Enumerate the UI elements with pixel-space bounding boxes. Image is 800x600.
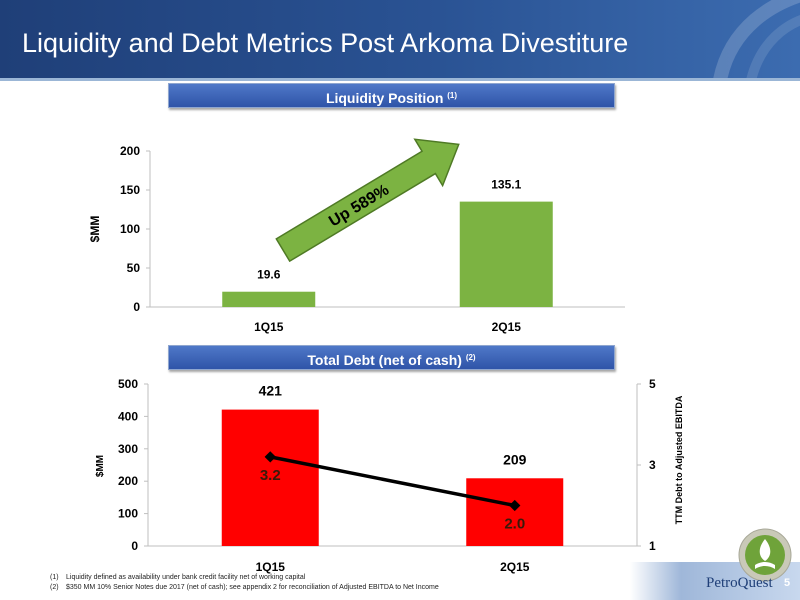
footnote-2-text: $350 MM 10% Senior Notes due 2017 (net o… [66,584,439,591]
ttm-ratio-label-2Q15: 2.0 [504,516,525,533]
debt-x-tick-label-2Q15: 2Q15 [500,560,530,574]
debt-section-title: Total Debt (net of cash) [307,352,462,368]
debt-y2-tick-label: 3 [649,458,656,472]
liquidity-y-tick-label: 200 [120,144,140,158]
liquidity-bar-2Q15 [459,201,553,307]
brand-name: PetroQuest [706,575,773,591]
petroquest-logo-icon [738,528,792,582]
debt-y-tick-label: 300 [118,442,138,456]
footnote-2: (2) $350 MM 10% Senior Notes due 2017 (ne… [50,583,439,593]
liquidity-bar-1Q15 [222,291,316,307]
footnotes: (1) Liquidity defined as availability und… [50,573,439,593]
debt-footnote-ref: (2) [465,353,476,362]
liquidity-data-label-1Q15: 19.6 [257,268,281,282]
debt-y-tick-label: 0 [131,539,138,553]
liquidity-footnote-ref: (1) [447,91,458,100]
ttm-ratio-label-1Q15: 3.2 [260,467,281,484]
page-number: 5 [784,577,791,589]
header-banner: Liquidity and Debt Metrics Post Arkoma D… [0,0,800,81]
liquidity-y-tick-label: 0 [133,300,140,314]
liquidity-section-header: Liquidity Position (1) [168,83,615,108]
liquidity-section-title: Liquidity Position [325,90,444,106]
liquidity-y-tick-label: 50 [127,261,141,275]
debt-data-label-2Q15: 209 [503,451,527,467]
debt-section-header: Total Debt (net of cash) (2) [168,345,615,370]
decorative-swirl [713,0,800,78]
debt-y-axis-title: $MM [95,455,106,477]
debt-x-tick-label-1Q15: 1Q15 [256,560,286,574]
debt-y2-tick-label: 1 [649,539,656,553]
debt-y2-axis-title: TTM Debt to Adjusted EBITDA [674,395,684,524]
debt-y-tick-label: 200 [118,474,138,488]
debt-bar-2Q15 [466,478,564,546]
debt-data-label-1Q15: 421 [259,383,283,399]
ttm-ratio-marker-1Q15 [264,451,276,463]
debt-y2-tick-label: 5 [649,377,656,391]
ttm-ratio-marker-2Q15 [509,499,521,512]
liquidity-x-tick-label-1Q15: 1Q15 [254,320,284,334]
growth-arrow-annotation: Up 589% [275,138,460,263]
footnote-1: (1) Liquidity defined as availability und… [50,573,439,583]
footnote-1-text: Liquidity defined as availability under … [66,574,306,581]
debt-y-tick-label: 500 [118,377,138,391]
liquidity-x-tick-label-2Q15: 2Q15 [492,320,522,334]
liquidity-y-tick-label: 100 [120,222,140,236]
liquidity-y-axis-title: $MM [88,216,102,243]
page-title: Liquidity and Debt Metrics Post Arkoma D… [22,28,629,58]
footnote-2-number: (2) [50,584,59,591]
growth-arrow-shape [275,138,460,263]
ttm-ratio-line [269,455,516,508]
debt-y-tick-label: 400 [118,409,138,423]
liquidity-y-tick-label: 150 [120,183,140,197]
debt-y-tick-label: 100 [118,507,138,521]
liquidity-data-label-2Q15: 135.1 [491,178,521,192]
footnote-1-number: (1) [50,574,59,581]
debt-bar-1Q15 [221,409,319,546]
